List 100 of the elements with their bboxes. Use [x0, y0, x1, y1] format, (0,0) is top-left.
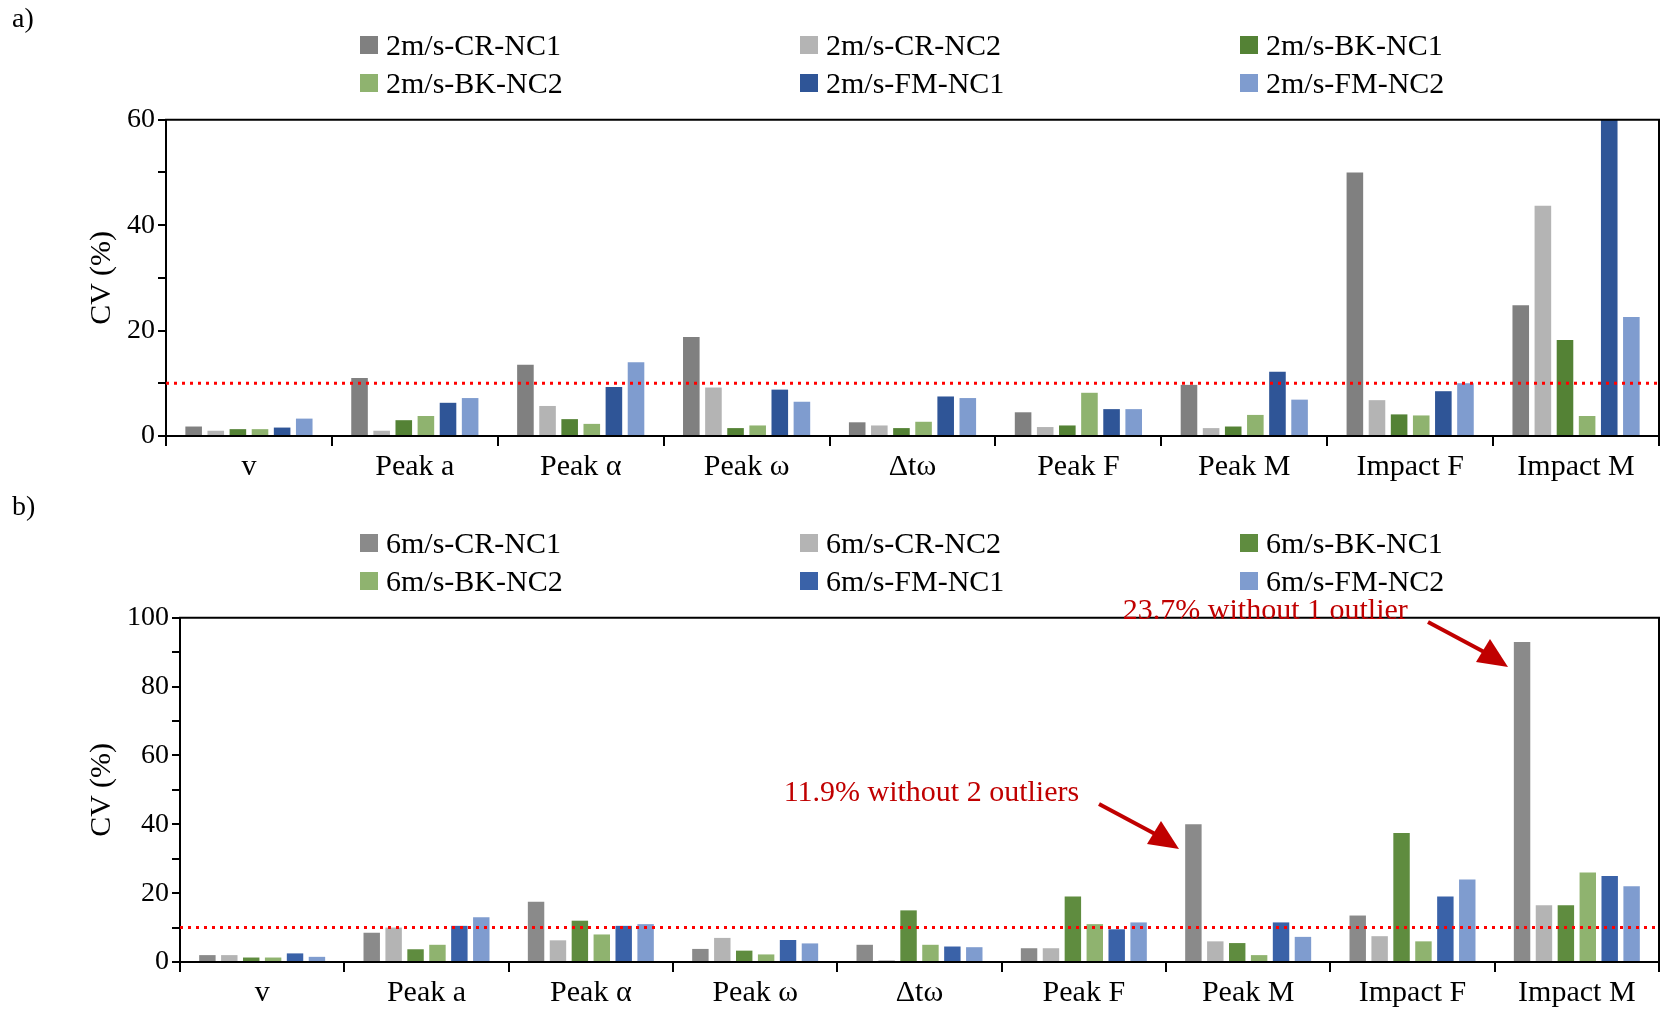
bar	[793, 401, 811, 435]
bar	[1390, 414, 1408, 435]
bar	[308, 956, 326, 961]
bar	[1623, 886, 1640, 961]
bar	[385, 927, 402, 961]
x-tick-label: Peak ω	[712, 973, 798, 1007]
bar	[937, 396, 954, 435]
bar	[1412, 415, 1430, 435]
bar	[1371, 936, 1388, 961]
bar	[417, 415, 435, 435]
legend-label: 2m/s-FM-NC2	[1266, 66, 1445, 100]
bar	[1349, 915, 1366, 961]
y-axis-title: CV (%)	[82, 743, 117, 837]
y-tick-label: 0	[155, 944, 169, 976]
legend-label: 6m/s-BK-NC1	[1266, 526, 1443, 560]
bar	[692, 948, 709, 961]
bar	[615, 925, 632, 961]
bar	[221, 955, 238, 961]
bar	[363, 932, 380, 961]
legend-label: 2m/s-FM-NC1	[826, 66, 1005, 100]
x-tick-label: Δtω	[895, 973, 944, 1007]
y-tick-label: 20	[127, 312, 155, 344]
bar	[605, 386, 623, 435]
bar	[1368, 400, 1386, 435]
bar	[407, 949, 424, 961]
x-tick-label: Peak a	[386, 973, 467, 1007]
bar	[1224, 426, 1242, 435]
x-tick-label: Peak α	[550, 973, 632, 1007]
bar	[251, 429, 269, 435]
bar	[1130, 922, 1147, 961]
legend-label: 6m/s-CR-NC2	[826, 526, 1002, 560]
bar	[451, 925, 468, 961]
bar	[900, 910, 917, 961]
bar	[749, 425, 766, 435]
bar	[1459, 879, 1476, 961]
bar	[539, 405, 556, 435]
bar	[848, 422, 866, 435]
bar	[727, 428, 744, 435]
y-tick-label: 80	[141, 669, 169, 700]
bar	[1081, 392, 1098, 435]
bar	[856, 944, 873, 961]
x-tick-label: v	[254, 973, 270, 1007]
x-tick-label: Peak F	[1042, 973, 1126, 1007]
bar	[1086, 924, 1104, 961]
bar	[185, 426, 202, 435]
bar	[1578, 415, 1596, 435]
bar	[1247, 414, 1264, 435]
bar	[1036, 427, 1054, 435]
bar	[1180, 384, 1198, 435]
bar	[439, 402, 457, 435]
bar	[757, 954, 775, 961]
bar	[1435, 391, 1452, 435]
bar	[1556, 340, 1574, 435]
bar	[705, 387, 722, 435]
bar	[1512, 305, 1530, 435]
bar	[1272, 922, 1290, 961]
bar	[207, 430, 225, 435]
bar	[944, 946, 961, 961]
bar	[593, 934, 611, 961]
bar	[583, 423, 601, 435]
bar	[915, 421, 932, 435]
bar	[1108, 929, 1125, 961]
bar	[1064, 896, 1082, 961]
bar	[1601, 875, 1618, 961]
bar	[549, 940, 567, 961]
bar	[1228, 943, 1246, 961]
x-tick-label: Impact M	[1518, 973, 1636, 1007]
x-tick-label: Δtω	[888, 447, 937, 481]
bar	[1579, 872, 1597, 961]
legend-label: 6m/s-BK-NC2	[386, 564, 563, 598]
bar	[1457, 383, 1474, 435]
bar	[373, 430, 390, 435]
bar	[1020, 948, 1038, 961]
bar	[1393, 832, 1410, 961]
bar	[922, 944, 939, 961]
y-tick-label: 0	[141, 418, 155, 450]
bar	[517, 364, 534, 435]
bar	[1294, 936, 1312, 961]
x-tick-label: Peak ω	[703, 447, 790, 481]
bar	[1059, 425, 1076, 435]
bar	[801, 943, 819, 961]
x-tick-label: Peak F	[1037, 447, 1120, 481]
bar	[1346, 172, 1364, 435]
y-tick-label: 60	[127, 102, 155, 134]
x-tick-label: Peak a	[375, 447, 455, 481]
x-tick-label: v	[241, 447, 257, 481]
bar	[1125, 409, 1142, 435]
bar	[1535, 905, 1553, 961]
bar	[1534, 205, 1552, 435]
bar	[571, 920, 589, 961]
text: a)	[12, 2, 34, 34]
bar	[1269, 371, 1286, 435]
legend-label: 2m/s-CR-NC1	[386, 28, 562, 62]
bar	[959, 398, 977, 435]
bar	[395, 420, 413, 435]
bar	[714, 937, 731, 961]
bar	[779, 939, 797, 961]
bar	[735, 950, 753, 961]
annotation: 11.9% without 2 outliers	[783, 774, 1080, 809]
bar	[561, 419, 578, 435]
